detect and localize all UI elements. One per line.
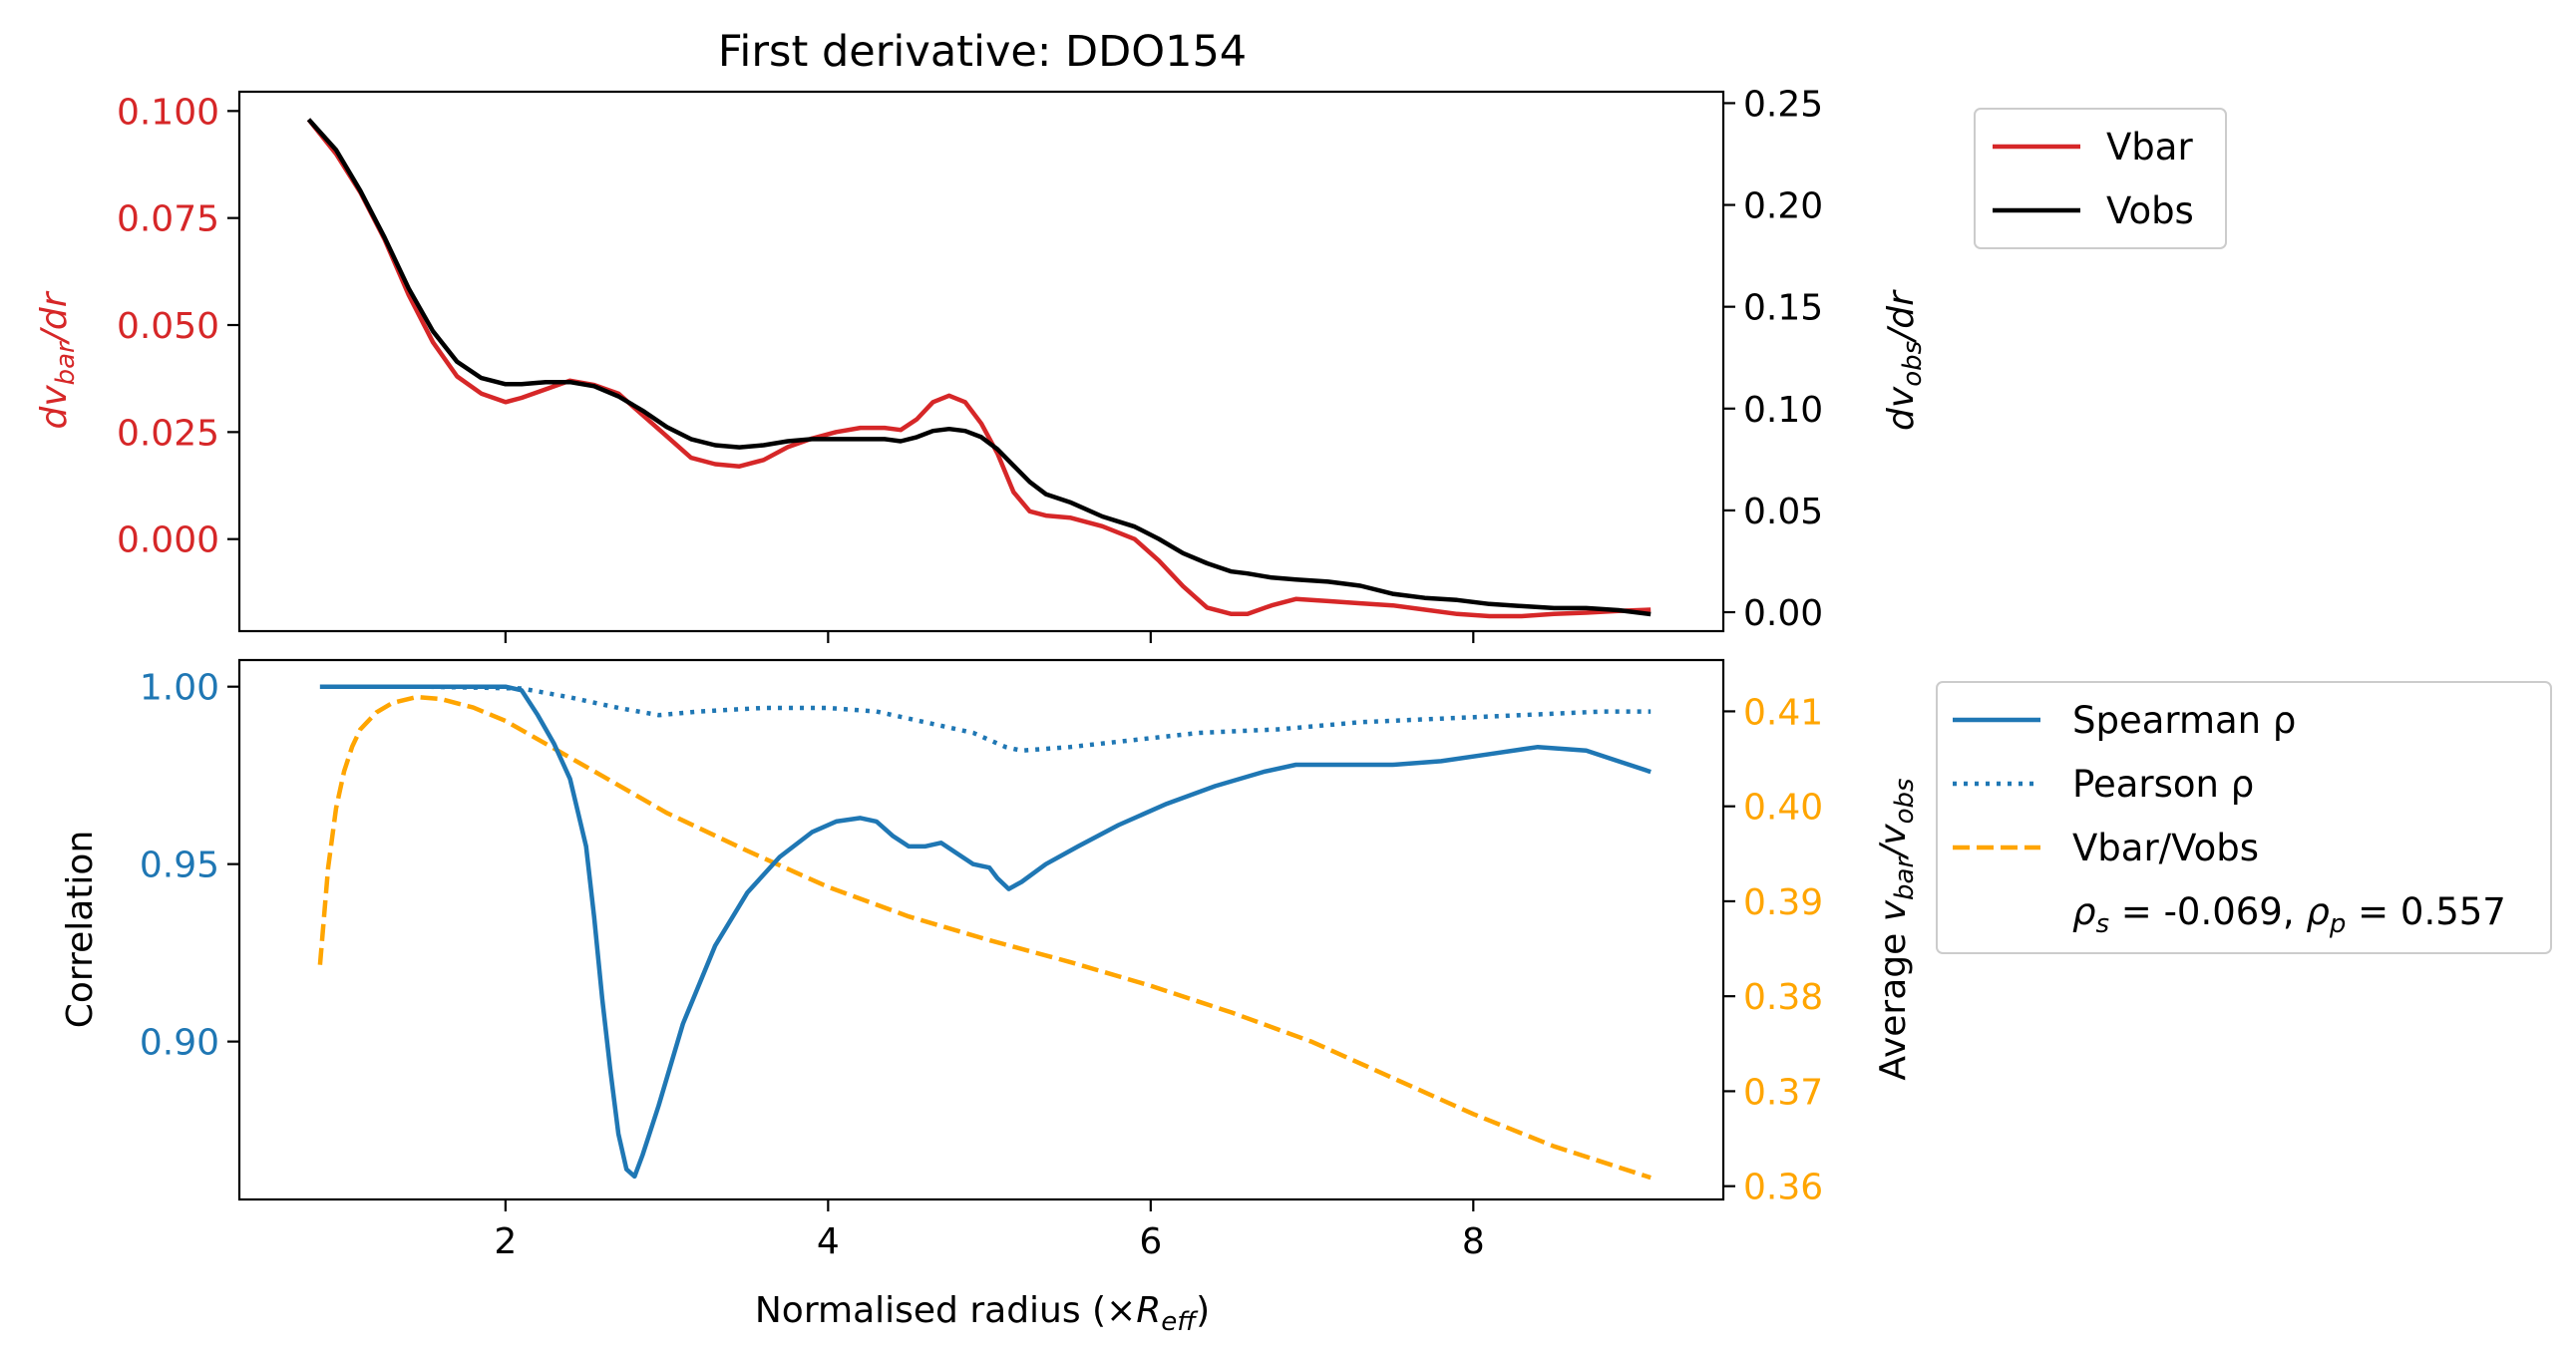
bottom-right-ylabel: Average vbar/vobs <box>1873 778 1920 1080</box>
top-ticks-group: 0.100 0.075 0.050 0.025 0.000 0.25 0.20 0.15 0.1… <box>117 84 1823 643</box>
top-right-ylabel: dvobs/dr <box>1881 289 1928 431</box>
bottom-legend-frame <box>1936 681 2552 954</box>
bottom-left-y-tick-label: 0.95 <box>140 846 219 886</box>
bottom-legend: Spearman ρ Pearson ρ Vbar/Vobs ρs = -0.0… <box>1936 681 2552 954</box>
legend-correlation-annotation: ρs = -0.069, ρp = 0.557 <box>2072 890 2506 939</box>
top-left-y-tick-label: 0.025 <box>117 413 219 454</box>
top-right-y-tick-label: 0.25 <box>1743 84 1823 125</box>
legend-vobs-label: Vobs <box>2106 189 2194 232</box>
bottom-axes-frame <box>237 658 1725 1201</box>
top-left-y-tick-label: 0.050 <box>117 306 219 347</box>
bottom-xlabel: Normalised radius (×Reff) <box>755 1290 1210 1337</box>
bottom-x-tick-label: 4 <box>817 1221 840 1262</box>
bottom-ticks-group: 1.00 0.95 0.90 0.41 0.40 0.39 0.38 0.37 0.36 2 4 6 8 <box>140 668 1823 1262</box>
top-left-ylabel: dvbar/dr <box>34 290 81 429</box>
legend-ratio-label: Vbar/Vobs <box>2072 827 2259 869</box>
bottom-right-y-tick-label: 0.41 <box>1743 692 1823 733</box>
top-right-y-tick-label: 0.15 <box>1743 288 1823 329</box>
chart-title: First derivative: DDO154 <box>718 27 1247 77</box>
bottom-x-tick-label: 8 <box>1462 1221 1485 1262</box>
bottom-right-y-tick-label: 0.37 <box>1743 1072 1823 1113</box>
vobs-line <box>306 118 1652 617</box>
bottom-x-tick-label: 6 <box>1139 1221 1162 1262</box>
bottom-left-y-tick-label: 0.90 <box>140 1023 219 1064</box>
top-legend-frame <box>1974 108 2227 249</box>
legend-vbar-label: Vbar <box>2106 126 2193 169</box>
top-left-y-tick-label: 0.000 <box>117 520 219 561</box>
legend-spearman-label: Spearman ρ <box>2072 699 2296 742</box>
top-left-y-tick-label: 0.100 <box>117 92 219 133</box>
top-panel: First derivative: DDO154 0.1000.0750.050… <box>34 27 1928 643</box>
bottom-right-y-tick-label: 0.40 <box>1743 788 1823 829</box>
top-series-group <box>306 118 1652 619</box>
pearson-line <box>319 684 1652 754</box>
top-legend: Vbar Vobs <box>1974 108 2227 249</box>
top-right-y-tick-label: 0.20 <box>1743 186 1823 227</box>
top-axes-frame <box>237 90 1725 633</box>
top-right-y-tick-label: 0.05 <box>1743 492 1823 532</box>
bottom-right-y-tick-label: 0.36 <box>1743 1168 1823 1208</box>
bottom-right-y-tick-label: 0.38 <box>1743 977 1823 1018</box>
spearman-line <box>319 684 1652 1180</box>
bottom-x-tick-label: 2 <box>494 1221 517 1262</box>
top-left-y-tick-label: 0.075 <box>117 199 219 240</box>
bottom-right-y-tick-label: 0.39 <box>1743 882 1823 923</box>
vbar-vobs-ratio-line <box>317 694 1652 1181</box>
bottom-left-y-tick-label: 1.00 <box>140 668 219 709</box>
top-right-y-tick-label: 0.00 <box>1743 593 1823 634</box>
legend-pearson-label: Pearson ρ <box>2072 763 2254 806</box>
bottom-panel: 1.00 0.95 0.90 0.41 0.40 0.39 0.38 0.37 0.36 2 4 6 8… <box>60 658 1920 1337</box>
bottom-left-ylabel: Correlation <box>60 831 101 1029</box>
vbar-line <box>306 118 1652 619</box>
top-right-y-tick-label: 0.10 <box>1743 390 1823 431</box>
bottom-series-group <box>317 684 1652 1181</box>
